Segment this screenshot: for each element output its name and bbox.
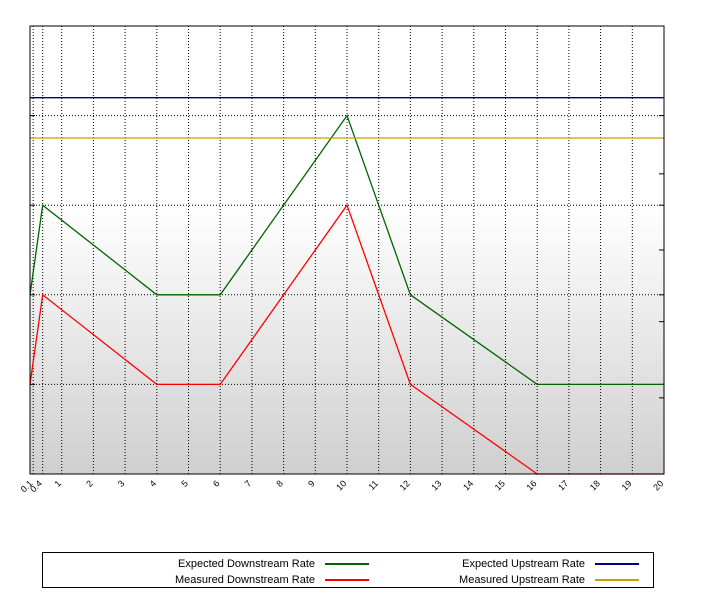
legend-item-expected-upstream: Expected Upstream Rate (385, 556, 639, 572)
x-tick-label: 12 (398, 478, 412, 492)
legend-item-measured-upstream: Measured Upstream Rate (385, 572, 639, 588)
x-tick-label: 4 (148, 478, 159, 489)
legend-swatch (595, 563, 639, 565)
x-tick-label: 19 (620, 478, 634, 492)
x-tick-label: 20 (651, 478, 665, 492)
x-tick-label: 3 (116, 478, 127, 489)
x-tick-label: 17 (556, 478, 570, 492)
x-tick-label: 14 (461, 478, 475, 492)
legend-swatch (325, 579, 369, 581)
series-line-expected-downstream-rate (29, 114, 664, 386)
legend: Expected Downstream Rate Expected Upstre… (42, 552, 654, 588)
legend-item-expected-downstream: Expected Downstream Rate (115, 556, 369, 572)
series-line-measured-downstream-rate (29, 203, 664, 475)
legend-label: Measured Downstream Rate (174, 574, 315, 586)
x-tick-label: 10 (334, 478, 348, 492)
x-tick-label: 15 (493, 478, 507, 492)
legend-item-measured-downstream: Measured Downstream Rate (115, 572, 369, 588)
legend-label: Measured Upstream Rate (459, 574, 585, 586)
x-tick-label: 13 (429, 478, 443, 492)
x-tick-label: 18 (588, 478, 602, 492)
legend-label: Expected Downstream Rate (178, 558, 315, 570)
x-tick-label: 7 (243, 478, 254, 489)
plot-background-gradient (30, 206, 664, 474)
legend-swatch (595, 579, 639, 581)
x-tick-label: 1 (52, 478, 63, 489)
plot-border (29, 25, 665, 475)
x-tick-label: 9 (306, 478, 317, 489)
legend-swatch (325, 563, 369, 565)
series-group (29, 97, 664, 475)
x-tick-label: 16 (524, 478, 538, 492)
x-tick-label: 11 (366, 478, 380, 492)
x-tick-label: 8 (274, 478, 285, 489)
x-tick-labels: 0.10.4 1 2 3 4 5 6 7 8 9 10 11 12 13 14 15 16 17 18 19 20 (19, 478, 666, 494)
x-tick-label: 0.4 (28, 478, 44, 494)
legend-label: Expected Upstream Rate (462, 558, 585, 570)
x-tick-label: 2 (84, 478, 95, 489)
x-tick-label: 6 (211, 478, 222, 489)
x-tick-label: 5 (179, 478, 190, 489)
